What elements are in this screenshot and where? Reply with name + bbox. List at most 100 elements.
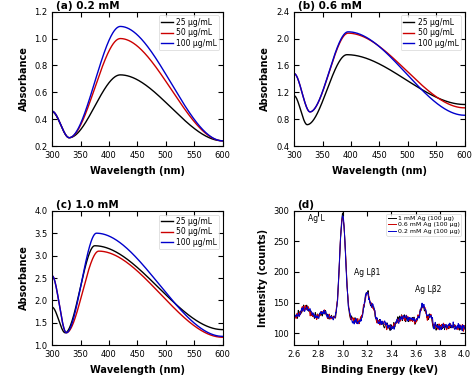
Line: 100 μg/mL: 100 μg/mL xyxy=(52,233,223,336)
25 μg/mL xyxy=(344,52,350,57)
25 μg/mL xyxy=(150,280,156,285)
1 mM Ag (100 μg) xyxy=(309,313,314,317)
Line: 25 μg/mL: 25 μg/mL xyxy=(294,55,465,125)
50 μg/mL xyxy=(291,71,297,76)
50 μg/mL xyxy=(164,80,169,84)
25 μg/mL xyxy=(322,94,328,99)
25 μg/mL xyxy=(392,71,398,75)
Legend: 25 μg/mL, 50 μg/mL, 100 μg/mL: 25 μg/mL, 50 μg/mL, 100 μg/mL xyxy=(159,16,219,50)
0.6 mM Ag (100 μg) xyxy=(428,314,433,319)
25 μg/mL xyxy=(94,244,100,248)
25 μg/mL xyxy=(462,102,467,107)
Line: 0.2 mM Ag (100 μg): 0.2 mM Ag (100 μg) xyxy=(294,216,465,331)
Line: 1 mM Ag (100 μg): 1 mM Ag (100 μg) xyxy=(294,213,465,331)
100 μg/mL xyxy=(118,24,123,29)
50 μg/mL xyxy=(80,119,85,124)
25 μg/mL xyxy=(164,100,169,105)
100 μg/mL xyxy=(150,52,155,56)
50 μg/mL xyxy=(164,298,169,302)
50 μg/mL xyxy=(150,284,155,288)
100 μg/mL xyxy=(93,76,99,80)
100 μg/mL xyxy=(335,43,341,48)
50 μg/mL xyxy=(118,36,123,41)
50 μg/mL xyxy=(220,139,226,143)
50 μg/mL xyxy=(462,106,467,110)
25 μg/mL xyxy=(49,305,55,310)
25 μg/mL xyxy=(291,94,297,98)
0.6 mM Ag (100 μg) xyxy=(424,318,430,322)
50 μg/mL xyxy=(392,57,398,62)
0.6 mM Ag (100 μg) xyxy=(340,215,346,220)
0.2 mM Ag (100 μg) xyxy=(340,213,346,218)
25 μg/mL xyxy=(80,125,85,130)
100 μg/mL xyxy=(80,117,85,122)
100 μg/mL xyxy=(150,274,155,279)
50 μg/mL xyxy=(369,39,374,43)
Line: 50 μg/mL: 50 μg/mL xyxy=(294,33,465,112)
Y-axis label: Absorbance: Absorbance xyxy=(18,47,28,111)
1 mM Ag (100 μg) xyxy=(366,297,372,302)
Line: 25 μg/mL: 25 μg/mL xyxy=(52,75,223,141)
25 μg/mL xyxy=(178,307,184,311)
X-axis label: Binding Energy (keV): Binding Energy (keV) xyxy=(321,365,438,375)
100 μg/mL xyxy=(405,73,411,78)
25 μg/mL xyxy=(80,275,85,280)
Line: 100 μg/mL: 100 μg/mL xyxy=(52,26,223,141)
25 μg/mL xyxy=(118,73,123,77)
0.2 mM Ag (100 μg) xyxy=(366,296,372,301)
0.2 mM Ag (100 μg) xyxy=(309,310,314,314)
25 μg/mL xyxy=(178,114,183,119)
1 mM Ag (100 μg) xyxy=(291,312,297,317)
100 μg/mL xyxy=(94,231,100,236)
25 μg/mL xyxy=(220,327,226,332)
50 μg/mL xyxy=(178,312,183,317)
100 μg/mL xyxy=(369,38,374,43)
50 μg/mL xyxy=(420,84,426,88)
25 μg/mL xyxy=(49,109,55,114)
50 μg/mL xyxy=(93,251,99,255)
25 μg/mL xyxy=(127,74,132,79)
X-axis label: Wavelength (nm): Wavelength (nm) xyxy=(90,166,185,176)
0.2 mM Ag (100 μg) xyxy=(424,313,430,318)
25 μg/mL xyxy=(336,61,341,66)
50 μg/mL xyxy=(49,109,55,114)
Text: (b) 0.6 mM: (b) 0.6 mM xyxy=(298,1,362,11)
X-axis label: Wavelength (nm): Wavelength (nm) xyxy=(332,166,427,176)
100 μg/mL xyxy=(420,88,426,93)
100 μg/mL xyxy=(220,139,226,143)
Text: (a) 0.2 mM: (a) 0.2 mM xyxy=(55,1,119,11)
0.6 mM Ag (100 μg) xyxy=(360,305,366,310)
0.2 mM Ag (100 μg) xyxy=(409,315,414,320)
0.6 mM Ag (100 μg) xyxy=(366,296,372,300)
0.2 mM Ag (100 μg) xyxy=(459,329,465,333)
100 μg/mL xyxy=(80,276,85,281)
100 μg/mL xyxy=(164,291,169,295)
0.2 mM Ag (100 μg) xyxy=(291,315,297,320)
50 μg/mL xyxy=(307,109,313,114)
X-axis label: Wavelength (nm): Wavelength (nm) xyxy=(90,365,185,375)
50 μg/mL xyxy=(49,274,55,278)
1 mM Ag (100 μg) xyxy=(409,317,414,321)
0.6 mM Ag (100 μg) xyxy=(462,323,467,328)
100 μg/mL xyxy=(127,27,132,31)
100 μg/mL xyxy=(49,109,55,114)
Legend: 1 mM Ag (100 μg), 0.6 mM Ag (100 μg), 0.2 mM Ag (100 μg): 1 mM Ag (100 μg), 0.6 mM Ag (100 μg), 0.… xyxy=(386,214,461,236)
Y-axis label: Intensity (counts): Intensity (counts) xyxy=(258,229,268,327)
50 μg/mL xyxy=(96,249,101,253)
100 μg/mL xyxy=(178,308,183,312)
25 μg/mL xyxy=(406,79,411,84)
Text: (d): (d) xyxy=(298,200,315,210)
25 μg/mL xyxy=(150,88,155,93)
0.2 mM Ag (100 μg) xyxy=(428,314,433,319)
25 μg/mL xyxy=(63,331,68,335)
1 mM Ag (100 μg) xyxy=(425,314,430,319)
0.6 mM Ag (100 μg) xyxy=(409,317,414,321)
50 μg/mL xyxy=(346,31,351,35)
0.6 mM Ag (100 μg) xyxy=(291,313,297,317)
50 μg/mL xyxy=(178,101,183,106)
Text: (c) 1.0 mM: (c) 1.0 mM xyxy=(55,200,118,210)
Line: 100 μg/mL: 100 μg/mL xyxy=(294,32,465,115)
25 μg/mL xyxy=(93,102,99,106)
Legend: 25 μg/mL, 50 μg/mL, 100 μg/mL: 25 μg/mL, 50 μg/mL, 100 μg/mL xyxy=(401,16,461,50)
100 μg/mL xyxy=(93,231,99,236)
